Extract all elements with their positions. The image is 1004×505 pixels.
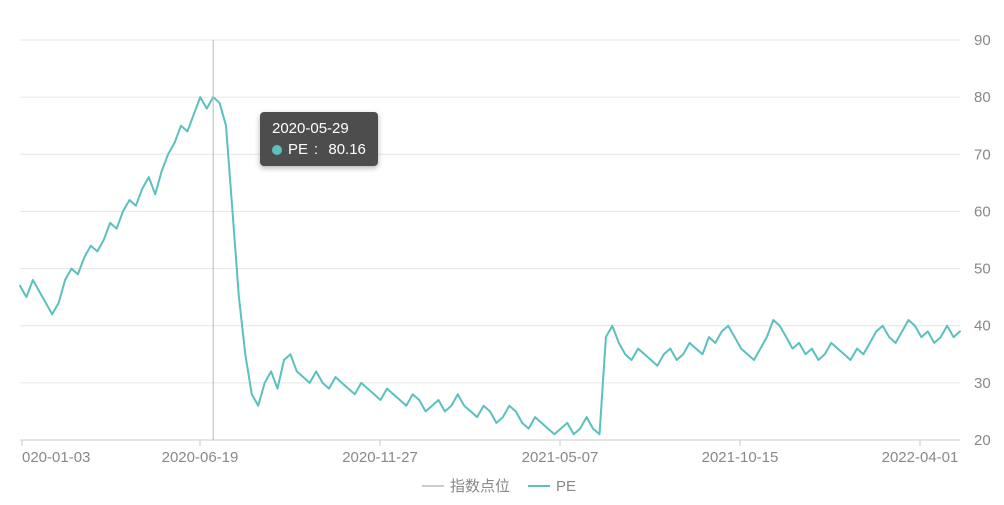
y-tick-label: 40 <box>974 318 991 335</box>
chart-svg: 20 30 40 50 60 70 80 90 020-01-03 2020-06-19 2020-… <box>0 0 1004 505</box>
y-tick-label: 80 <box>974 89 991 106</box>
pe-line-chart: 20 30 40 50 60 70 80 90 020-01-03 2020-06-19 2020-… <box>0 0 1004 505</box>
x-tick-label: 2022-04-01 <box>882 449 959 466</box>
y-tick-label: 90 <box>974 32 991 49</box>
y-tick-label: 30 <box>974 375 991 392</box>
x-tick-label: 2021-05-07 <box>522 449 599 466</box>
y-tick-label: 20 <box>974 432 991 449</box>
pe-series-line <box>20 97 960 434</box>
legend-label[interactable]: 指数点位 <box>450 478 510 495</box>
legend-label[interactable]: PE <box>556 478 576 495</box>
y-tick-label: 50 <box>974 261 991 278</box>
x-tick-label: 2020-06-19 <box>162 449 239 466</box>
y-tick-label: 60 <box>974 203 991 220</box>
x-tick-label: 2020-11-27 <box>342 449 418 466</box>
x-tick-label: 020-01-03 <box>22 449 90 466</box>
y-tick-label: 70 <box>974 146 991 163</box>
x-tick-label: 2021-10-15 <box>702 449 779 466</box>
